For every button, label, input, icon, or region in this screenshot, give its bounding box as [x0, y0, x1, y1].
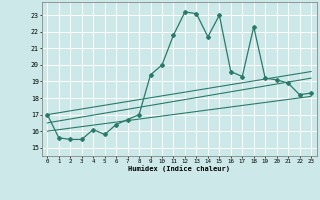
X-axis label: Humidex (Indice chaleur): Humidex (Indice chaleur) — [128, 165, 230, 172]
